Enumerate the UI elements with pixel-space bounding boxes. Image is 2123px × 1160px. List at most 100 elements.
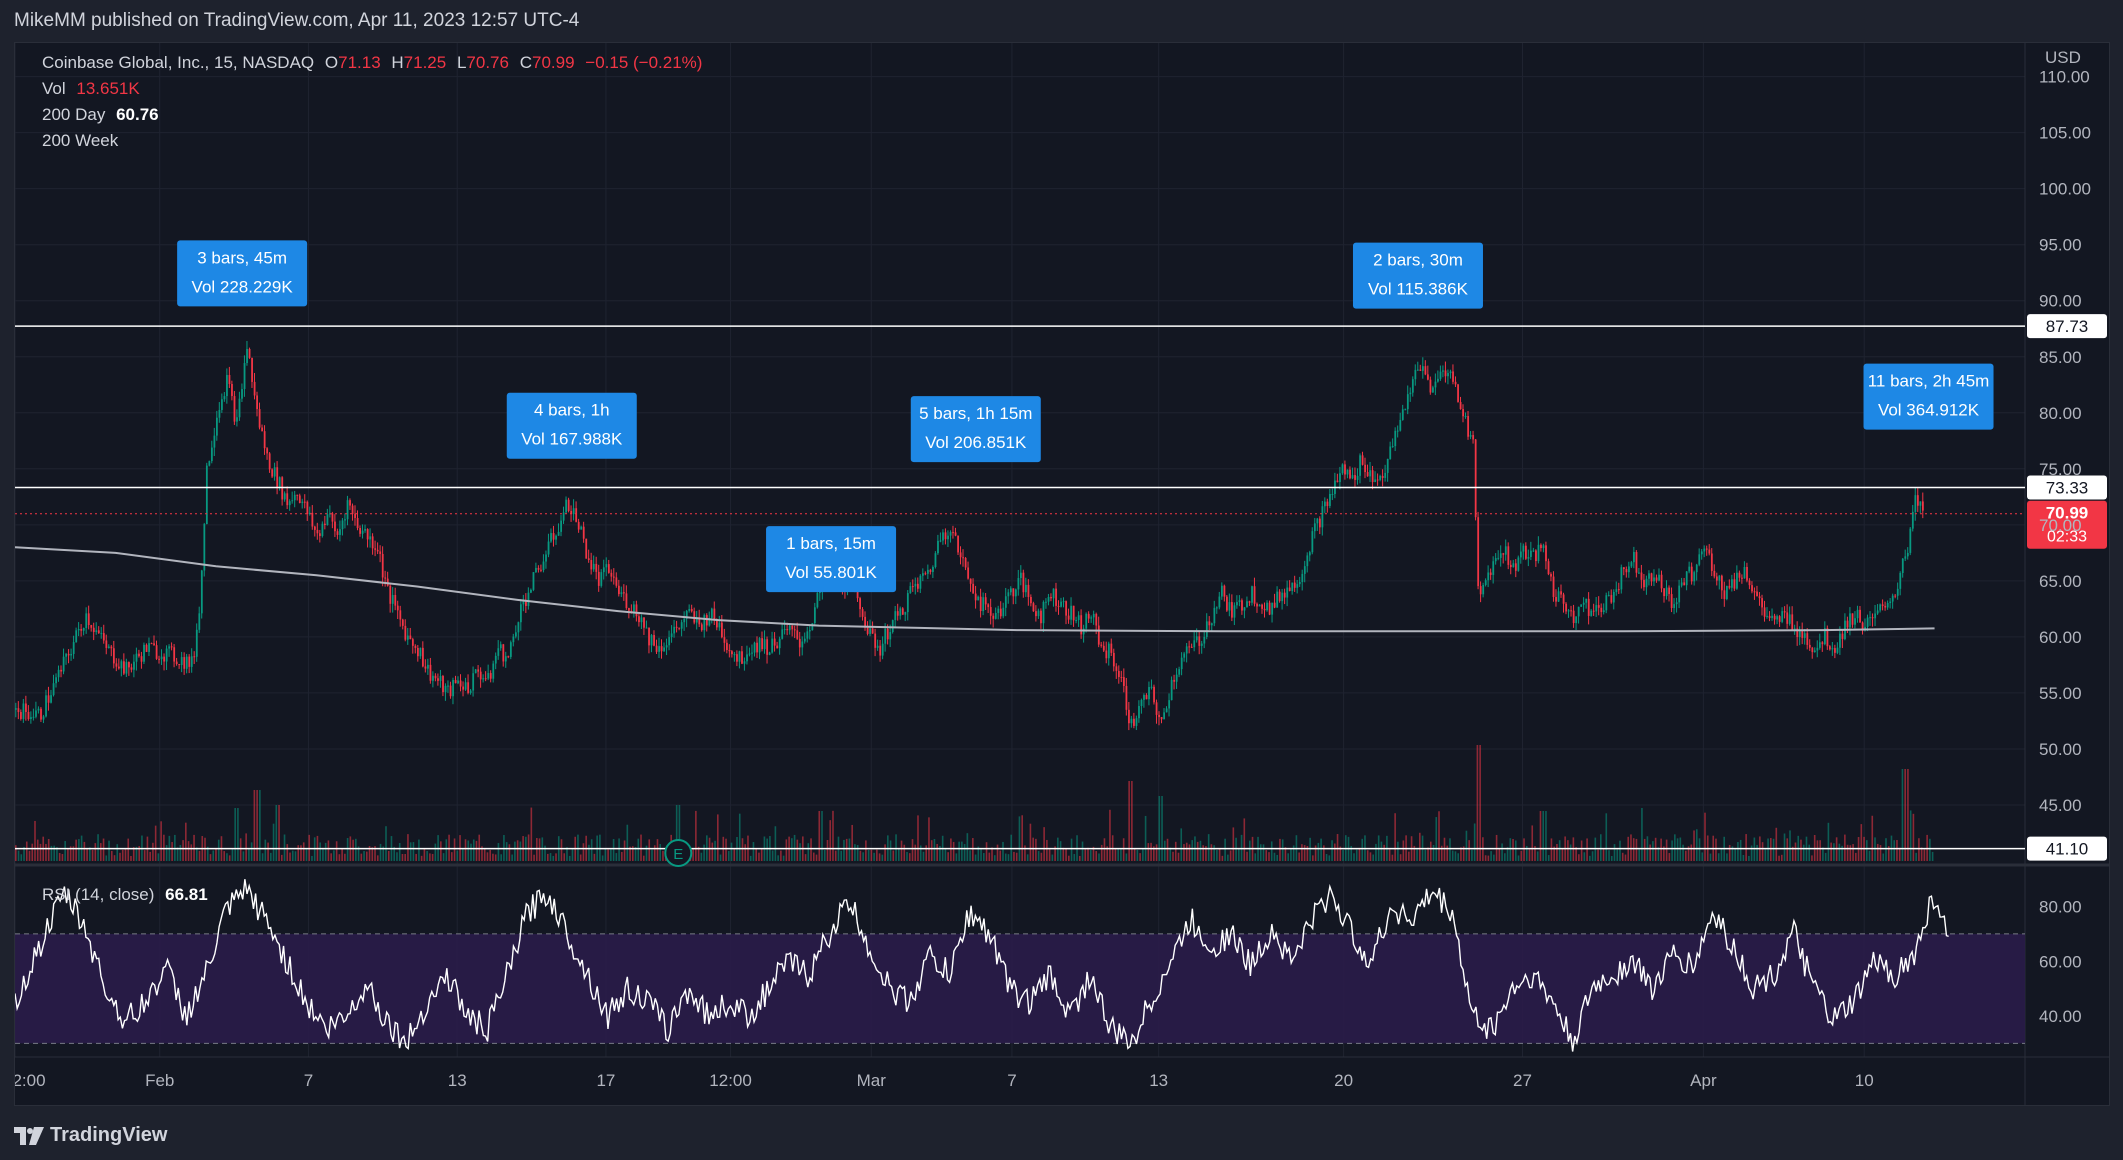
- measure-callout-vol: Vol 167.988K: [521, 430, 623, 449]
- volume-bar: [440, 841, 442, 861]
- volume-bar: [1830, 842, 1832, 861]
- candle-body: [1612, 591, 1615, 603]
- volume-bar: [1819, 840, 1821, 861]
- volume-bar: [1717, 853, 1720, 861]
- volume-bar: [494, 854, 497, 861]
- measure-callout-box[interactable]: [766, 526, 897, 593]
- legend-rsi-row[interactable]: RSI (14, close) 66.81: [42, 885, 208, 905]
- candle-body: [278, 477, 281, 488]
- volume-bar: [1783, 833, 1786, 861]
- tradingview-logo[interactable]: TradingView: [14, 1124, 167, 1147]
- volume-bar: [895, 834, 897, 861]
- candle-body: [1351, 475, 1354, 479]
- volume-bar: [623, 840, 626, 861]
- legend-open-label: O: [324, 53, 339, 72]
- volume-bar: [245, 833, 247, 861]
- volume-bar: [821, 811, 823, 861]
- candle-body: [27, 711, 30, 720]
- candle-body: [1781, 611, 1784, 622]
- volume-bar: [1824, 852, 1827, 861]
- volume-bar: [215, 848, 217, 861]
- candle-body: [937, 540, 939, 554]
- volume-bar: [900, 840, 903, 861]
- volume-bar: [1619, 840, 1621, 861]
- candle-body: [1339, 473, 1341, 483]
- candle-body: [1477, 517, 1480, 587]
- chart-canvas[interactable]: 87.73 73.33 41.10 70.99 02:33 USD 45.00 50.00 55…: [15, 43, 2109, 1105]
- volume-bar: [237, 808, 239, 861]
- volume-bar: [1786, 838, 1789, 861]
- candle-body: [178, 664, 181, 666]
- candle-body: [1427, 374, 1429, 380]
- volume-bar: [1868, 850, 1871, 861]
- candle-body: [1766, 615, 1769, 617]
- candle-body: [1153, 686, 1155, 703]
- volume-bar: [1153, 846, 1155, 861]
- candle-body: [457, 680, 459, 684]
- measure-callout-box[interactable]: [1352, 242, 1483, 309]
- measure-callout-box[interactable]: [1863, 363, 1994, 430]
- measure-callout-box[interactable]: [910, 396, 1041, 463]
- volume-bar: [566, 847, 568, 861]
- volume-bar: [1838, 843, 1841, 861]
- volume-bar: [1432, 844, 1435, 861]
- volume-bar: [829, 820, 832, 861]
- chart-frame[interactable]: 87.73 73.33 41.10 70.99 02:33 USD 45.00 50.00 55…: [14, 42, 2110, 1106]
- legend-open: 71.13: [338, 53, 381, 72]
- candle-body: [1190, 646, 1193, 648]
- candle-body: [547, 541, 550, 555]
- candle-body: [726, 642, 728, 650]
- legend-200week-row[interactable]: 200 Week: [42, 131, 118, 151]
- candle-body: [422, 647, 424, 667]
- candle-body: [625, 593, 628, 609]
- rsi-line[interactable]: [15, 879, 1949, 1052]
- volume-bar: [102, 838, 105, 861]
- volume-bar: [1915, 852, 1917, 861]
- candle-body: [668, 637, 671, 646]
- volume-bar: [100, 843, 102, 861]
- candle-body: [886, 628, 889, 640]
- volume-bar: [1608, 850, 1610, 861]
- volume-bar: [412, 842, 415, 861]
- measure-callout-box[interactable]: [506, 392, 637, 459]
- volume-bar: [618, 838, 620, 861]
- volume-bar: [546, 853, 549, 861]
- candle-body: [1630, 562, 1633, 567]
- candle-body: [680, 622, 683, 629]
- candle-body: [816, 592, 819, 608]
- legend-symbol[interactable]: Coinbase Global, Inc., 15, NASDAQ: [42, 53, 315, 72]
- volume-bar: [291, 850, 294, 861]
- candle-body: [1200, 643, 1203, 646]
- candle-body: [97, 630, 100, 634]
- legend-volume-row[interactable]: Vol 13.651K: [42, 79, 140, 99]
- volume-bar: [1578, 854, 1580, 861]
- legend-200day-row[interactable]: 200 Day 60.76: [42, 105, 159, 125]
- candle-body: [1708, 549, 1711, 554]
- candle-body: [798, 638, 801, 648]
- volume-bar: [1734, 848, 1736, 861]
- candle-body: [1399, 419, 1402, 431]
- volume-bar: [505, 842, 508, 861]
- volume-bar: [911, 839, 914, 861]
- candle-body: [1251, 586, 1253, 603]
- candle-body: [396, 605, 399, 611]
- candle-body: [1726, 585, 1728, 600]
- volume-bar: [1465, 830, 1468, 861]
- candle-body: [1462, 409, 1464, 417]
- candle-body: [411, 639, 414, 646]
- candle-body: [525, 601, 527, 606]
- candle-body: [1693, 572, 1696, 582]
- candle-body: [1012, 588, 1015, 597]
- candle-body: [1318, 518, 1321, 528]
- volume-bar: [1131, 781, 1133, 861]
- ma-200day-line[interactable]: [15, 546, 1935, 633]
- measure-callout-box[interactable]: [177, 240, 308, 307]
- hline-price-badge: [2027, 475, 2107, 500]
- earnings-marker-icon[interactable]: [664, 839, 693, 867]
- candle-body: [1871, 617, 1874, 619]
- volume-bar: [1780, 854, 1783, 861]
- candle-body: [15, 708, 17, 710]
- candle-body: [1610, 595, 1613, 603]
- volume-bar: [936, 843, 938, 861]
- candle-body: [1587, 598, 1590, 616]
